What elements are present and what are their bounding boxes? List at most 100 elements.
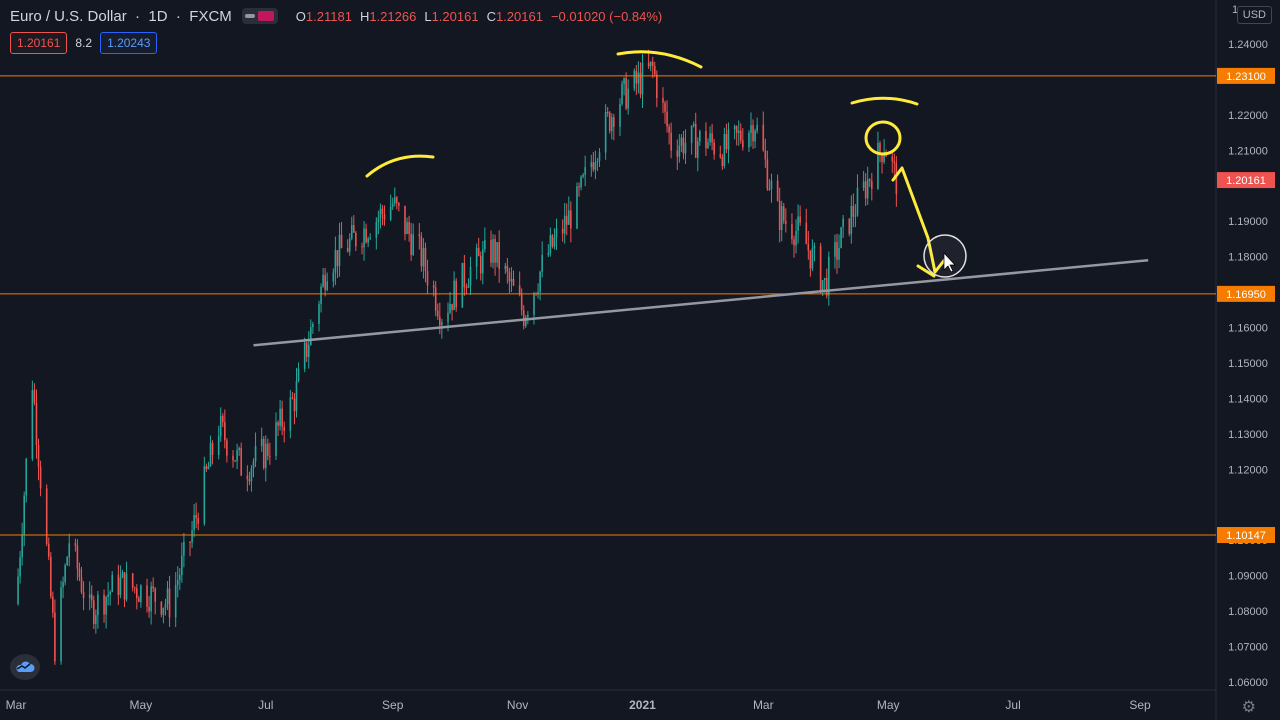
- spread-value: 8.2: [75, 36, 93, 50]
- candle-body: [819, 246, 822, 292]
- candle-body: [164, 604, 167, 608]
- x-tick-label: May: [130, 698, 153, 712]
- candle-body: [756, 124, 758, 131]
- candle-body: [283, 427, 286, 431]
- candle-body: [719, 154, 722, 157]
- candle-body: [348, 238, 351, 252]
- candle-body: [498, 242, 500, 269]
- candle-body: [393, 197, 396, 204]
- candle-body: [133, 587, 136, 589]
- candle-body: [250, 468, 253, 482]
- candle-body: [211, 442, 214, 456]
- x-tick-label: Nov: [507, 698, 528, 712]
- candle-body: [37, 445, 40, 467]
- candle-body: [565, 215, 568, 225]
- candle-body: [825, 278, 828, 296]
- candle-body: [418, 234, 421, 237]
- candle-body: [17, 576, 19, 605]
- candle-body: [723, 134, 726, 167]
- exchange-label: FXCM: [189, 7, 232, 25]
- candle-body: [105, 596, 107, 615]
- candle-body: [879, 143, 881, 154]
- candle-body: [379, 208, 382, 219]
- candle-body: [453, 280, 455, 311]
- candle-body: [795, 230, 797, 246]
- candle-body: [541, 254, 543, 272]
- candle-body: [117, 574, 120, 596]
- candle-body: [684, 142, 687, 154]
- y-tick-label-partial: 1: [1232, 4, 1238, 16]
- candle-body: [696, 141, 699, 158]
- candle-body: [279, 408, 281, 426]
- candle-body: [234, 460, 236, 462]
- symbol-title[interactable]: Euro / U.S. Dollar · 1D · FXCM: [10, 7, 232, 25]
- candle-body: [119, 577, 122, 596]
- candle-body: [490, 240, 492, 263]
- candle-body: [152, 586, 154, 589]
- candle-body: [54, 612, 56, 662]
- candle-body: [623, 78, 625, 84]
- candle-body: [481, 249, 484, 274]
- drawing-arc-right-shoulder: [850, 96, 919, 106]
- candle-body: [676, 150, 679, 157]
- gear-icon[interactable]: ⚙: [1241, 699, 1256, 716]
- tradingview-logo[interactable]: [10, 654, 40, 680]
- candle-body: [895, 162, 898, 195]
- candle-body: [549, 235, 552, 254]
- candle-body: [520, 294, 523, 311]
- candle-body: [461, 262, 464, 308]
- candle-body: [870, 181, 873, 189]
- candle-body: [768, 188, 771, 190]
- candle-body: [633, 70, 636, 89]
- candle-body: [553, 237, 556, 247]
- candle-body: [19, 557, 21, 577]
- candle-body: [682, 137, 685, 154]
- candle-body: [50, 556, 52, 597]
- candle-body: [451, 303, 453, 311]
- candle-body: [842, 218, 844, 228]
- candle-body: [664, 102, 666, 112]
- x-tick-label: Sep: [382, 698, 404, 712]
- candle-body: [662, 98, 664, 103]
- candle-body: [140, 585, 142, 603]
- drawing-arrow-down: [891, 166, 948, 274]
- candle-body: [326, 281, 328, 290]
- candle-body: [692, 123, 695, 126]
- candle-body: [584, 167, 586, 175]
- candle-body: [748, 132, 750, 148]
- candle-body: [610, 117, 613, 132]
- buy-price-button[interactable]: 1.20243: [100, 32, 158, 54]
- candle-body: [320, 286, 322, 305]
- candle-body: [635, 70, 638, 84]
- candle-body: [195, 515, 197, 518]
- candle-body: [88, 594, 91, 598]
- candle-body: [178, 575, 181, 580]
- candle-body: [479, 256, 482, 274]
- y-tick-label: 1.14000: [1228, 393, 1268, 405]
- y-tick-label: 1.13000: [1228, 429, 1268, 441]
- level-price-label: 1.23100: [1226, 71, 1266, 83]
- visibility-toggle[interactable]: [241, 8, 278, 24]
- candle-body: [508, 272, 511, 282]
- level-price-label: 1.16950: [1226, 289, 1266, 301]
- candle-body: [793, 239, 795, 246]
- candle-body: [291, 397, 294, 399]
- low-value: 1.20161: [431, 8, 479, 24]
- candle-body: [848, 218, 851, 234]
- candle-body: [705, 131, 707, 149]
- sell-price-button[interactable]: 1.20161: [10, 32, 68, 54]
- candle-body: [537, 291, 539, 294]
- candle-body: [324, 274, 326, 290]
- candle-body: [92, 600, 95, 624]
- candle-body: [580, 176, 582, 188]
- candle-body: [467, 285, 470, 288]
- candle-body: [619, 103, 621, 127]
- currency-button[interactable]: USD: [1236, 6, 1272, 24]
- candle-body: [694, 123, 697, 158]
- candle-body: [776, 180, 779, 201]
- candle-body: [567, 210, 570, 225]
- candle-body: [828, 256, 830, 296]
- drawing-circle: [864, 120, 902, 156]
